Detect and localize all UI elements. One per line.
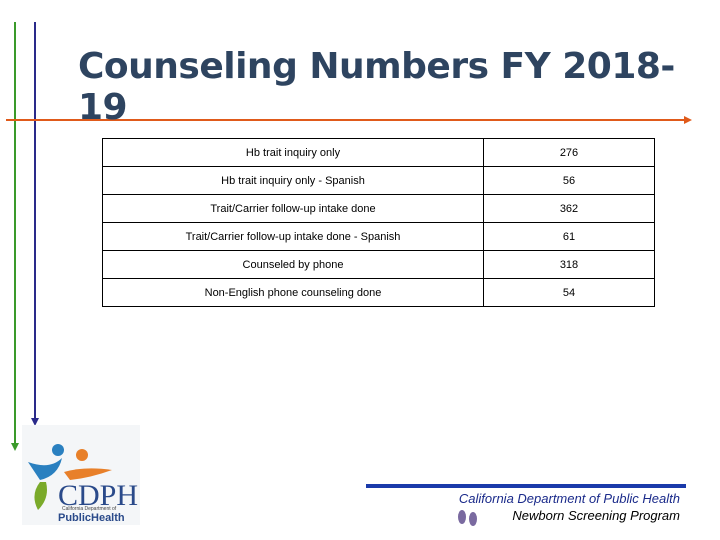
row-value: 54 bbox=[483, 278, 655, 307]
footer-line2: Newborn Screening Program bbox=[512, 508, 680, 523]
row-value: 56 bbox=[483, 166, 655, 195]
orange-arrow bbox=[684, 116, 692, 124]
table-row: Hb trait inquiry only - Spanish 56 bbox=[102, 166, 655, 195]
table-row: Trait/Carrier follow-up intake done - Sp… bbox=[102, 222, 655, 251]
row-label: Trait/Carrier follow-up intake done bbox=[102, 194, 484, 223]
table-row: Trait/Carrier follow-up intake done 362 bbox=[102, 194, 655, 223]
logo-subtext: California Department of bbox=[62, 506, 117, 512]
row-value: 61 bbox=[483, 222, 655, 251]
feet-icon bbox=[458, 510, 477, 526]
logo-text: CDPH bbox=[58, 479, 138, 512]
row-label: Hb trait inquiry only bbox=[102, 138, 484, 167]
row-value: 276 bbox=[483, 138, 655, 167]
table: Hb trait inquiry only 276 Hb trait inquiry… bbox=[102, 138, 655, 307]
row-label: Hb trait inquiry only - Spanish bbox=[102, 166, 484, 195]
table-row: Hb trait inquiry only 276 bbox=[102, 138, 655, 167]
table-row: Counseled by phone 318 bbox=[102, 250, 655, 279]
row-value: 362 bbox=[483, 194, 655, 223]
row-label: Counseled by phone bbox=[102, 250, 484, 279]
logo-brand: PublicHealth bbox=[58, 512, 125, 524]
row-label: Non-English phone counseling done bbox=[102, 278, 484, 307]
table-row: Non-English phone counseling done 54 bbox=[102, 278, 655, 307]
green-arrow bbox=[11, 443, 19, 451]
footer-line1: California Department of Public Health bbox=[458, 491, 680, 506]
row-label: Trait/Carrier follow-up intake done - Sp… bbox=[102, 222, 484, 251]
row-value: 318 bbox=[483, 250, 655, 279]
footer: California Department of Public Health N… bbox=[459, 490, 680, 524]
logo: CDPH California Department of PublicHeal… bbox=[22, 425, 140, 525]
title: Counseling Numbers FY 2018-19 bbox=[78, 46, 675, 128]
blue-arrow bbox=[31, 418, 39, 426]
